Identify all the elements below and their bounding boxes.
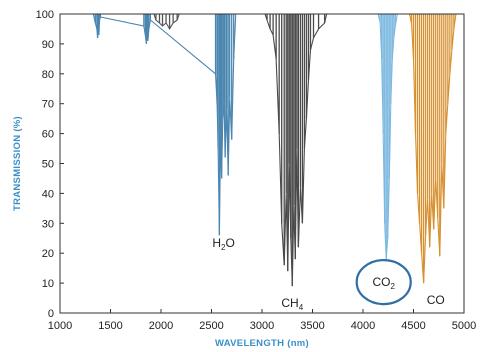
x-axis-ticks: 1000 1500 2000 2500 3000 3500 4000 4500 5000 (48, 309, 476, 332)
series-line (153, 13, 180, 30)
y-tick-label: 90 (42, 39, 54, 51)
x-tick-label: 3500 (300, 320, 324, 332)
series-co2 (377, 13, 398, 260)
highlight-circle (355, 258, 412, 306)
gas-label: CH4 (281, 296, 303, 312)
gas-label-subscript: 4 (299, 303, 304, 312)
x-tick-label: 4000 (351, 320, 375, 332)
gas-label-subscript: 2 (221, 243, 226, 252)
y-tick-label: 80 (42, 69, 54, 81)
x-tick-label: 4500 (401, 320, 425, 332)
y-tick-label: 50 (42, 159, 54, 171)
y-tick-label: 60 (42, 129, 54, 141)
absorption-series (92, 13, 457, 287)
y-tick-label: 70 (42, 99, 54, 111)
y-axis-ticks: 0 10 20 30 40 50 60 70 80 90 100 (36, 9, 64, 320)
series-line (408, 13, 457, 284)
x-tick-label: 1500 (98, 320, 122, 332)
series-h2o (92, 13, 237, 236)
series-line (264, 13, 328, 287)
x-tick-label: 1000 (48, 320, 72, 332)
series-line (92, 13, 237, 236)
y-tick-label: 0 (48, 308, 54, 320)
gas-label-base: CO (372, 275, 390, 289)
gas-label: CO (427, 293, 445, 307)
y-tick-label: 10 (42, 278, 54, 290)
x-tick-label: 5000 (452, 320, 476, 332)
gas-label-subscript: 2 (390, 282, 395, 291)
y-tick-label: 40 (42, 188, 54, 200)
y-tick-label: 100 (36, 9, 54, 21)
x-tick-label: 2000 (149, 320, 173, 332)
x-tick-label: 2500 (199, 320, 223, 332)
series-ch4 (264, 13, 328, 287)
y-tick-label: 20 (42, 248, 54, 260)
series-co (408, 13, 457, 284)
gas-label-base: CO (427, 293, 445, 307)
gas-label: H2O (212, 236, 234, 252)
x-tick-label: 3000 (250, 320, 274, 332)
x-axis-title: WAVELENGTH (nm) (215, 338, 309, 349)
plot-frame (59, 13, 465, 314)
gas-label-base: CH (281, 296, 298, 310)
gas-label-tail: O (226, 236, 235, 250)
gas-label-base: H (212, 236, 221, 250)
series-h2o-weak (153, 13, 180, 30)
gas-label: CO2 (372, 275, 395, 291)
y-tick-label: 30 (42, 218, 54, 230)
y-axis-title: TRANSMISSION (%) (12, 116, 23, 211)
